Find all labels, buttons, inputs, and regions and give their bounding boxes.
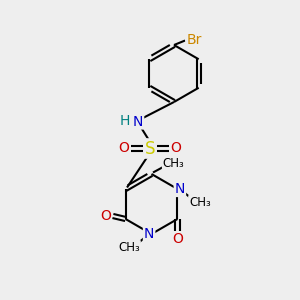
Text: O: O: [172, 232, 183, 246]
Text: CH₃: CH₃: [189, 196, 211, 209]
Text: CH₃: CH₃: [118, 241, 140, 254]
Text: H: H: [120, 114, 130, 128]
Text: O: O: [100, 209, 111, 223]
Text: O: O: [171, 142, 182, 155]
Text: Br: Br: [186, 34, 202, 47]
Text: O: O: [118, 142, 129, 155]
Text: N: N: [175, 182, 185, 196]
Text: S: S: [145, 140, 155, 158]
Text: CH₃: CH₃: [163, 157, 184, 170]
Text: N: N: [144, 227, 154, 241]
Text: N: N: [133, 115, 143, 128]
